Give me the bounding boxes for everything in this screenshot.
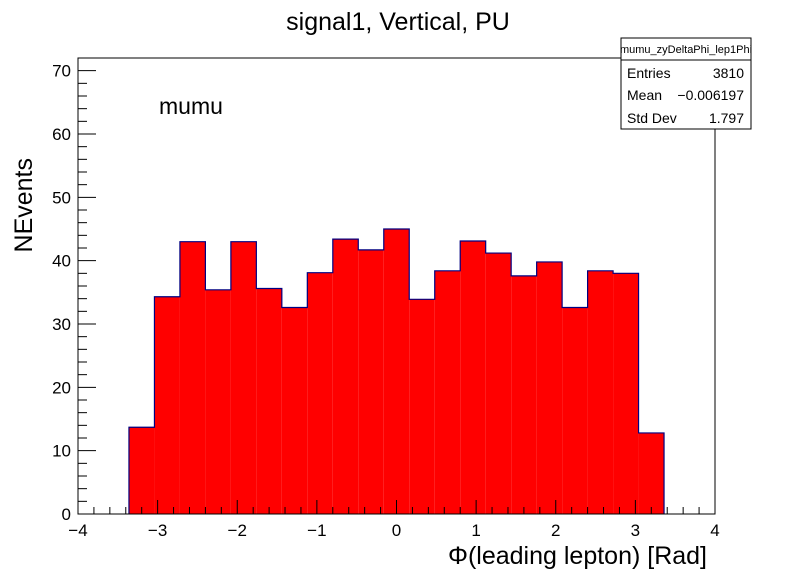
y-tick-label: 50 xyxy=(52,188,71,207)
stats-mean-label: Mean xyxy=(627,87,662,103)
histogram-bin-8 xyxy=(332,239,359,514)
x-axis-title: Φ(leading lepton) [Rad] xyxy=(448,542,707,570)
x-tick-label: −4 xyxy=(68,521,87,540)
stats-mean-value: −0.006197 xyxy=(677,87,744,103)
x-tick-label: 1 xyxy=(471,521,480,540)
stats-box-frame xyxy=(620,37,752,130)
y-tick-label: 10 xyxy=(52,442,71,461)
y-tick-label: 40 xyxy=(52,252,71,271)
histogram-bin-0 xyxy=(128,427,155,514)
x-tick-label: 3 xyxy=(631,521,640,540)
stats-entries-label: Entries xyxy=(627,65,671,81)
x-tick-label: −2 xyxy=(228,521,247,540)
y-tick-label: 60 xyxy=(52,125,71,144)
histogram-bin-18 xyxy=(587,270,614,514)
x-tick-label: 0 xyxy=(392,521,401,540)
x-tick-label: −1 xyxy=(307,521,326,540)
histogram-outline xyxy=(128,228,665,514)
y-tick-label: 70 xyxy=(52,62,71,81)
x-axis-tick-labels: −4 −3 −2 −1 0 1 2 3 4 xyxy=(68,521,719,540)
histogram-bin-9 xyxy=(358,249,384,514)
histogram-bin-17 xyxy=(562,307,588,514)
x-axis-ticks xyxy=(77,500,716,514)
stats-histogram-name: mumu_zyDeltaPhi_lep1Phi xyxy=(620,44,752,56)
stats-box: mumu_zyDeltaPhi_lep1Phi Entries 3810 Mea… xyxy=(620,37,752,130)
y-axis-title: NEvents xyxy=(10,158,38,252)
histogram-bin-19 xyxy=(613,273,639,514)
y-axis-tick-labels: 0 10 20 30 40 50 60 70 xyxy=(52,62,71,524)
histogram-bin-14 xyxy=(485,253,512,515)
x-tick-label: 4 xyxy=(710,521,719,540)
y-tick-label: 30 xyxy=(52,315,71,334)
stats-entries-value: 3810 xyxy=(713,65,744,81)
chart-title: signal1, Vertical, PU xyxy=(286,8,510,36)
stats-stddev-label: Std Dev xyxy=(627,110,677,126)
histogram-bin-15 xyxy=(511,275,537,514)
histogram-bin-11 xyxy=(409,299,435,514)
histogram-bin-2 xyxy=(179,241,206,514)
histogram-bin-7 xyxy=(307,272,333,514)
histogram-bin-1 xyxy=(154,296,180,514)
histogram-bin-3 xyxy=(205,289,231,514)
histogram-bin-10 xyxy=(383,229,410,514)
histogram-bin-13 xyxy=(460,241,486,515)
channel-annotation: mumu xyxy=(159,93,223,119)
histogram-bars xyxy=(128,229,665,515)
histogram-bin-20 xyxy=(638,432,665,514)
y-tick-label: 0 xyxy=(62,505,71,524)
histogram-bin-4 xyxy=(230,241,257,514)
x-tick-label: −3 xyxy=(148,521,167,540)
histogram-bin-16 xyxy=(536,261,563,514)
y-tick-label: 20 xyxy=(52,378,71,397)
histogram-bin-12 xyxy=(434,270,461,514)
y-axis-ticks xyxy=(78,57,96,515)
histogram-bin-6 xyxy=(281,307,308,514)
stats-stddev-value: 1.797 xyxy=(709,110,744,126)
histogram-bin-5 xyxy=(256,288,282,514)
x-tick-label: 2 xyxy=(551,521,560,540)
